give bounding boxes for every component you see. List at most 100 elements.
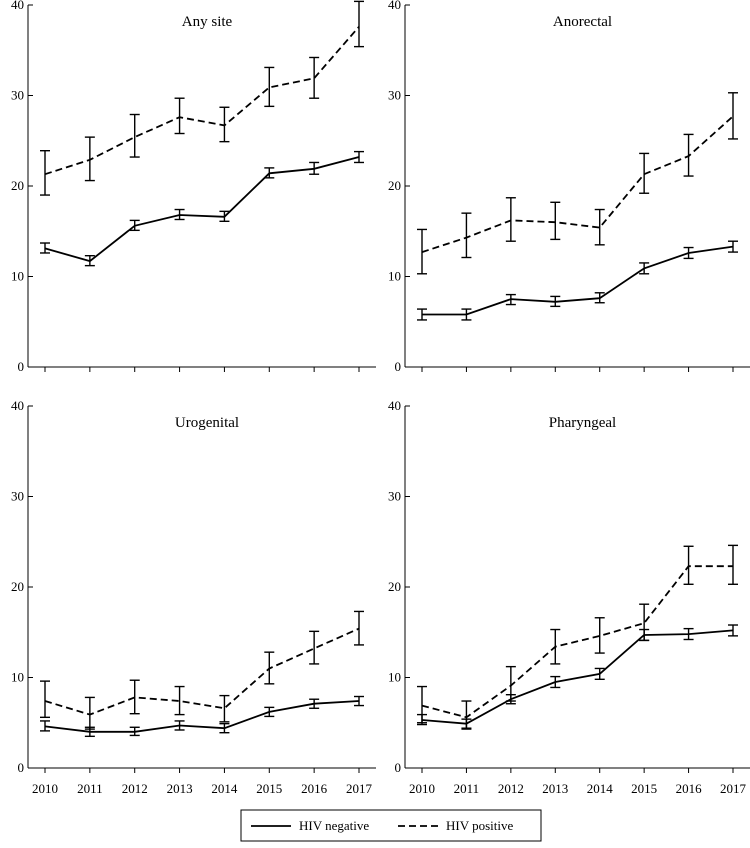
x-tick-label: 2014	[587, 781, 614, 796]
error-bar	[309, 698, 320, 709]
y-tick-label: 40	[11, 398, 24, 413]
y-tick-label: 0	[18, 760, 25, 775]
x-tick-label: 2010	[409, 781, 435, 796]
y-tick-label: 0	[18, 359, 25, 374]
error-bar	[683, 133, 694, 177]
error-bar	[264, 167, 275, 179]
error-bar	[309, 161, 320, 175]
error-bar	[219, 722, 230, 734]
error-bar	[594, 292, 605, 304]
panel-title: Any site	[182, 14, 233, 30]
error-bar	[417, 685, 427, 724]
y-tick-label: 20	[11, 579, 24, 594]
x-tick-label: 2011	[454, 781, 480, 796]
y-tick-label: 10	[388, 670, 401, 685]
error-bar	[219, 106, 230, 143]
y-tick-label: 20	[11, 178, 24, 193]
error-bar	[594, 617, 605, 654]
error-bar	[264, 706, 275, 718]
error-bar	[550, 295, 561, 308]
panel-1: 0 10 20 30 40 Anorectal	[388, 0, 750, 374]
y-tick-label: 20	[388, 178, 401, 193]
error-bar	[309, 56, 320, 99]
error-bar	[550, 201, 561, 241]
panel-3: 0 10 20 30 40 2010 2011 2012 2013 2014 2015 2016 201…	[388, 398, 750, 796]
x-tick-label: 2013	[542, 781, 568, 796]
error-bar	[174, 720, 185, 731]
error-bar	[129, 679, 140, 715]
error-bar	[461, 212, 472, 259]
y-tick-label: 0	[395, 760, 402, 775]
error-bar	[505, 293, 516, 306]
hiv-positive-line	[421, 565, 733, 719]
y-tick-label: 20	[388, 579, 401, 594]
error-bar	[354, 150, 364, 164]
x-tick-label: 2015	[256, 781, 282, 796]
x-tick-label: 2012	[498, 781, 524, 796]
panel-title: Pharyngeal	[549, 415, 616, 431]
error-bar	[683, 246, 694, 260]
error-bar	[505, 665, 516, 702]
legend: HIV negative HIV positive	[240, 809, 542, 842]
error-bar	[40, 720, 50, 732]
error-bar	[728, 624, 738, 637]
error-bar	[354, 0, 364, 48]
x-tick-label: 2017	[346, 781, 373, 796]
error-bar	[40, 150, 50, 196]
error-bar	[354, 610, 364, 646]
error-bar	[129, 219, 140, 232]
x-tick-label: 2017	[720, 781, 747, 796]
error-bar	[417, 308, 427, 321]
error-bar	[417, 228, 427, 275]
hiv-positive-line	[44, 26, 360, 176]
panel-0: 0 10 20 30 40 Any site	[11, 0, 376, 374]
error-bar	[174, 208, 185, 221]
hiv-positive-line	[44, 627, 360, 716]
error-bar	[550, 628, 561, 665]
error-bar	[84, 136, 95, 182]
x-tick-label: 2014	[211, 781, 238, 796]
legend-label-0: HIV negative	[299, 818, 369, 833]
y-tick-label: 30	[11, 489, 24, 504]
error-bar	[84, 254, 95, 267]
x-tick-label: 2011	[77, 781, 103, 796]
error-bar	[174, 685, 185, 716]
error-bar	[594, 667, 605, 681]
panel-2: 0 10 20 30 40 2010 2011 2012 2013 2014 2015 2016 201…	[11, 398, 376, 796]
error-bar	[40, 242, 50, 254]
x-tick-label: 2013	[167, 781, 193, 796]
error-bar	[129, 113, 140, 158]
error-bar	[728, 92, 738, 140]
x-tick-label: 2016	[301, 781, 328, 796]
hiv-negative-line	[44, 156, 360, 263]
y-tick-label: 10	[11, 670, 24, 685]
hiv-negative-line	[422, 245, 734, 316]
x-tick-label: 2015	[631, 781, 657, 796]
y-tick-label: 40	[11, 0, 24, 12]
legend-label-1: HIV positive	[446, 818, 514, 833]
hiv-positive-line	[421, 115, 734, 253]
panel-title: Urogenital	[175, 415, 239, 431]
error-bar	[728, 544, 738, 585]
error-bar	[683, 545, 694, 585]
x-tick-label: 2010	[32, 781, 58, 796]
error-bar	[174, 97, 185, 135]
error-bar	[639, 152, 650, 194]
error-bar	[728, 240, 738, 253]
error-bar	[219, 694, 230, 723]
error-bar	[461, 308, 472, 321]
hiv-negative-line	[421, 629, 734, 725]
y-tick-label: 40	[388, 398, 401, 413]
y-tick-label: 40	[388, 0, 401, 12]
y-tick-label: 30	[388, 88, 401, 103]
error-bar	[354, 695, 364, 707]
error-bar	[129, 726, 140, 737]
error-bar	[84, 696, 95, 730]
error-bar	[264, 66, 275, 108]
error-bar	[40, 680, 50, 719]
error-bar	[594, 208, 605, 246]
error-bar	[550, 675, 561, 689]
y-tick-label: 10	[11, 269, 24, 284]
